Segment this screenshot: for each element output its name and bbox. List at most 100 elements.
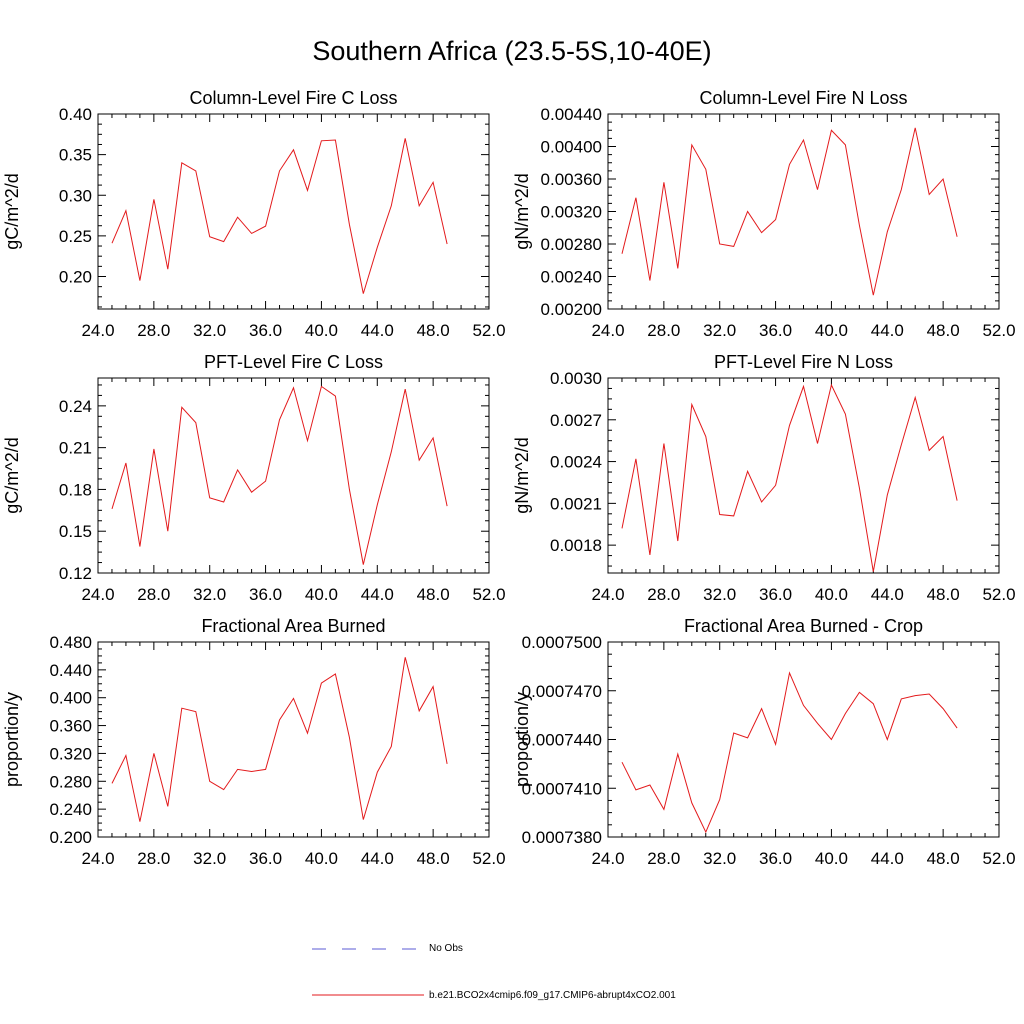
- figure-title: Southern Africa (23.5-5S,10-40E): [312, 36, 712, 66]
- y-tick-label: 0.0007440: [522, 731, 602, 750]
- x-tick-label: 40.0: [815, 585, 848, 604]
- x-tick-label: 28.0: [647, 321, 680, 340]
- x-tick-label: 28.0: [647, 585, 680, 604]
- y-tick-label: 0.240: [49, 800, 92, 819]
- legend-label-model-run: b.e21.BCO2x4cmip6.f09_g17.CMIP6-abrupt4x…: [429, 990, 676, 1001]
- series-line-1: [111, 657, 448, 822]
- y-tick-label: 0.0018: [550, 536, 602, 555]
- y-axis-label: gC/m^2/d: [2, 173, 22, 249]
- x-tick-label: 36.0: [759, 321, 792, 340]
- x-tick-label: 32.0: [193, 849, 226, 868]
- y-tick-label: 0.0027: [550, 411, 602, 430]
- x-tick-label: 48.0: [927, 321, 960, 340]
- x-tick-label: 44.0: [871, 849, 904, 868]
- y-tick-label: 0.0030: [550, 369, 602, 388]
- x-tick-label: 32.0: [703, 585, 736, 604]
- y-tick-label: 0.00400: [541, 138, 602, 157]
- y-tick-label: 0.0024: [550, 453, 602, 472]
- x-tick-label: 24.0: [591, 321, 624, 340]
- x-tick-label: 44.0: [361, 585, 394, 604]
- x-tick-label: 32.0: [193, 585, 226, 604]
- y-axis-label: gN/m^2/d: [512, 173, 532, 249]
- x-tick-label: 52.0: [472, 849, 505, 868]
- x-tick-label: 24.0: [591, 585, 624, 604]
- panel-title: Fractional Area Burned - Crop: [684, 616, 923, 636]
- y-tick-label: 0.30: [59, 186, 92, 205]
- x-tick-label: 24.0: [81, 321, 114, 340]
- panel-5: Fractional Area Burned proportion/y 24.0 28…: [2, 616, 506, 868]
- x-tick-label: 52.0: [982, 849, 1015, 868]
- x-tick-label: 40.0: [305, 585, 338, 604]
- plot-frame: [607, 113, 1000, 310]
- y-tick-label: 0.25: [59, 227, 92, 246]
- panel-6: Fractional Area Burned - Crop proportion/…: [512, 616, 1016, 868]
- plot-frame: [607, 377, 1000, 574]
- plot-frame: [97, 377, 490, 574]
- x-tick-label: 32.0: [193, 321, 226, 340]
- x-tick-label: 48.0: [417, 321, 450, 340]
- x-tick-label: 48.0: [927, 849, 960, 868]
- y-tick-label: 0.18: [59, 480, 92, 499]
- y-tick-label: 0.0007470: [522, 682, 602, 701]
- series-line-1: [621, 383, 958, 572]
- x-tick-label: 32.0: [703, 849, 736, 868]
- panel-3: PFT-Level Fire C Loss gC/m^2/d 24.0 28.0 32.…: [2, 352, 506, 604]
- x-tick-label: 52.0: [982, 321, 1015, 340]
- x-tick-label: 52.0: [982, 585, 1015, 604]
- y-tick-label: 0.00360: [541, 170, 602, 189]
- x-tick-label: 24.0: [81, 585, 114, 604]
- x-tick-label: 48.0: [417, 585, 450, 604]
- series-line-1: [111, 385, 448, 565]
- x-tick-label: 48.0: [417, 849, 450, 868]
- x-tick-label: 52.0: [472, 585, 505, 604]
- y-tick-label: 0.00440: [541, 105, 602, 124]
- y-axis-label: proportion/y: [512, 692, 532, 787]
- x-tick-label: 28.0: [137, 849, 170, 868]
- x-tick-label: 28.0: [647, 849, 680, 868]
- y-tick-label: 0.20: [59, 268, 92, 287]
- panel-title: PFT-Level Fire C Loss: [204, 352, 383, 372]
- y-tick-label: 0.40: [59, 105, 92, 124]
- panel-title: PFT-Level Fire N Loss: [714, 352, 893, 372]
- panel-4: PFT-Level Fire N Loss gN/m^2/d 24.0 28.0 32.…: [512, 352, 1016, 604]
- y-tick-label: 0.24: [59, 397, 92, 416]
- x-tick-label: 36.0: [759, 849, 792, 868]
- y-tick-label: 0.35: [59, 146, 92, 165]
- x-tick-label: 36.0: [249, 321, 282, 340]
- y-tick-label: 0.0007410: [522, 779, 602, 798]
- y-tick-label: 0.0021: [550, 494, 602, 513]
- panel-1: Column-Level Fire C Loss gC/m^2/d 24.0 28.0…: [2, 88, 506, 340]
- x-tick-label: 40.0: [305, 321, 338, 340]
- x-tick-label: 28.0: [137, 585, 170, 604]
- x-tick-label: 40.0: [815, 321, 848, 340]
- y-tick-label: 0.21: [59, 439, 92, 458]
- x-tick-label: 28.0: [137, 321, 170, 340]
- x-tick-label: 40.0: [305, 849, 338, 868]
- y-tick-label: 0.00280: [541, 235, 602, 254]
- panel-title: Column-Level Fire C Loss: [189, 88, 397, 108]
- y-tick-label: 0.00240: [541, 268, 602, 287]
- x-tick-label: 36.0: [759, 585, 792, 604]
- series-line-1: [621, 671, 958, 834]
- plot-frame: [97, 641, 490, 838]
- panel-title: Column-Level Fire N Loss: [699, 88, 907, 108]
- x-tick-label: 36.0: [249, 849, 282, 868]
- series-line-1: [621, 127, 958, 296]
- y-tick-label: 0.15: [59, 522, 92, 541]
- x-tick-label: 24.0: [591, 849, 624, 868]
- y-tick-label: 0.360: [49, 717, 92, 736]
- x-tick-label: 36.0: [249, 585, 282, 604]
- y-tick-label: 0.200: [49, 828, 92, 847]
- x-tick-label: 44.0: [361, 849, 394, 868]
- y-tick-label: 0.320: [49, 744, 92, 763]
- y-tick-label: 0.280: [49, 772, 92, 791]
- x-tick-label: 52.0: [472, 321, 505, 340]
- y-axis-label: proportion/y: [2, 692, 22, 787]
- y-tick-label: 0.400: [49, 689, 92, 708]
- y-tick-label: 0.480: [49, 633, 92, 652]
- x-tick-label: 48.0: [927, 585, 960, 604]
- series-line-1: [111, 138, 448, 294]
- y-axis-label: gC/m^2/d: [2, 437, 22, 513]
- plot-frame: [607, 641, 1000, 838]
